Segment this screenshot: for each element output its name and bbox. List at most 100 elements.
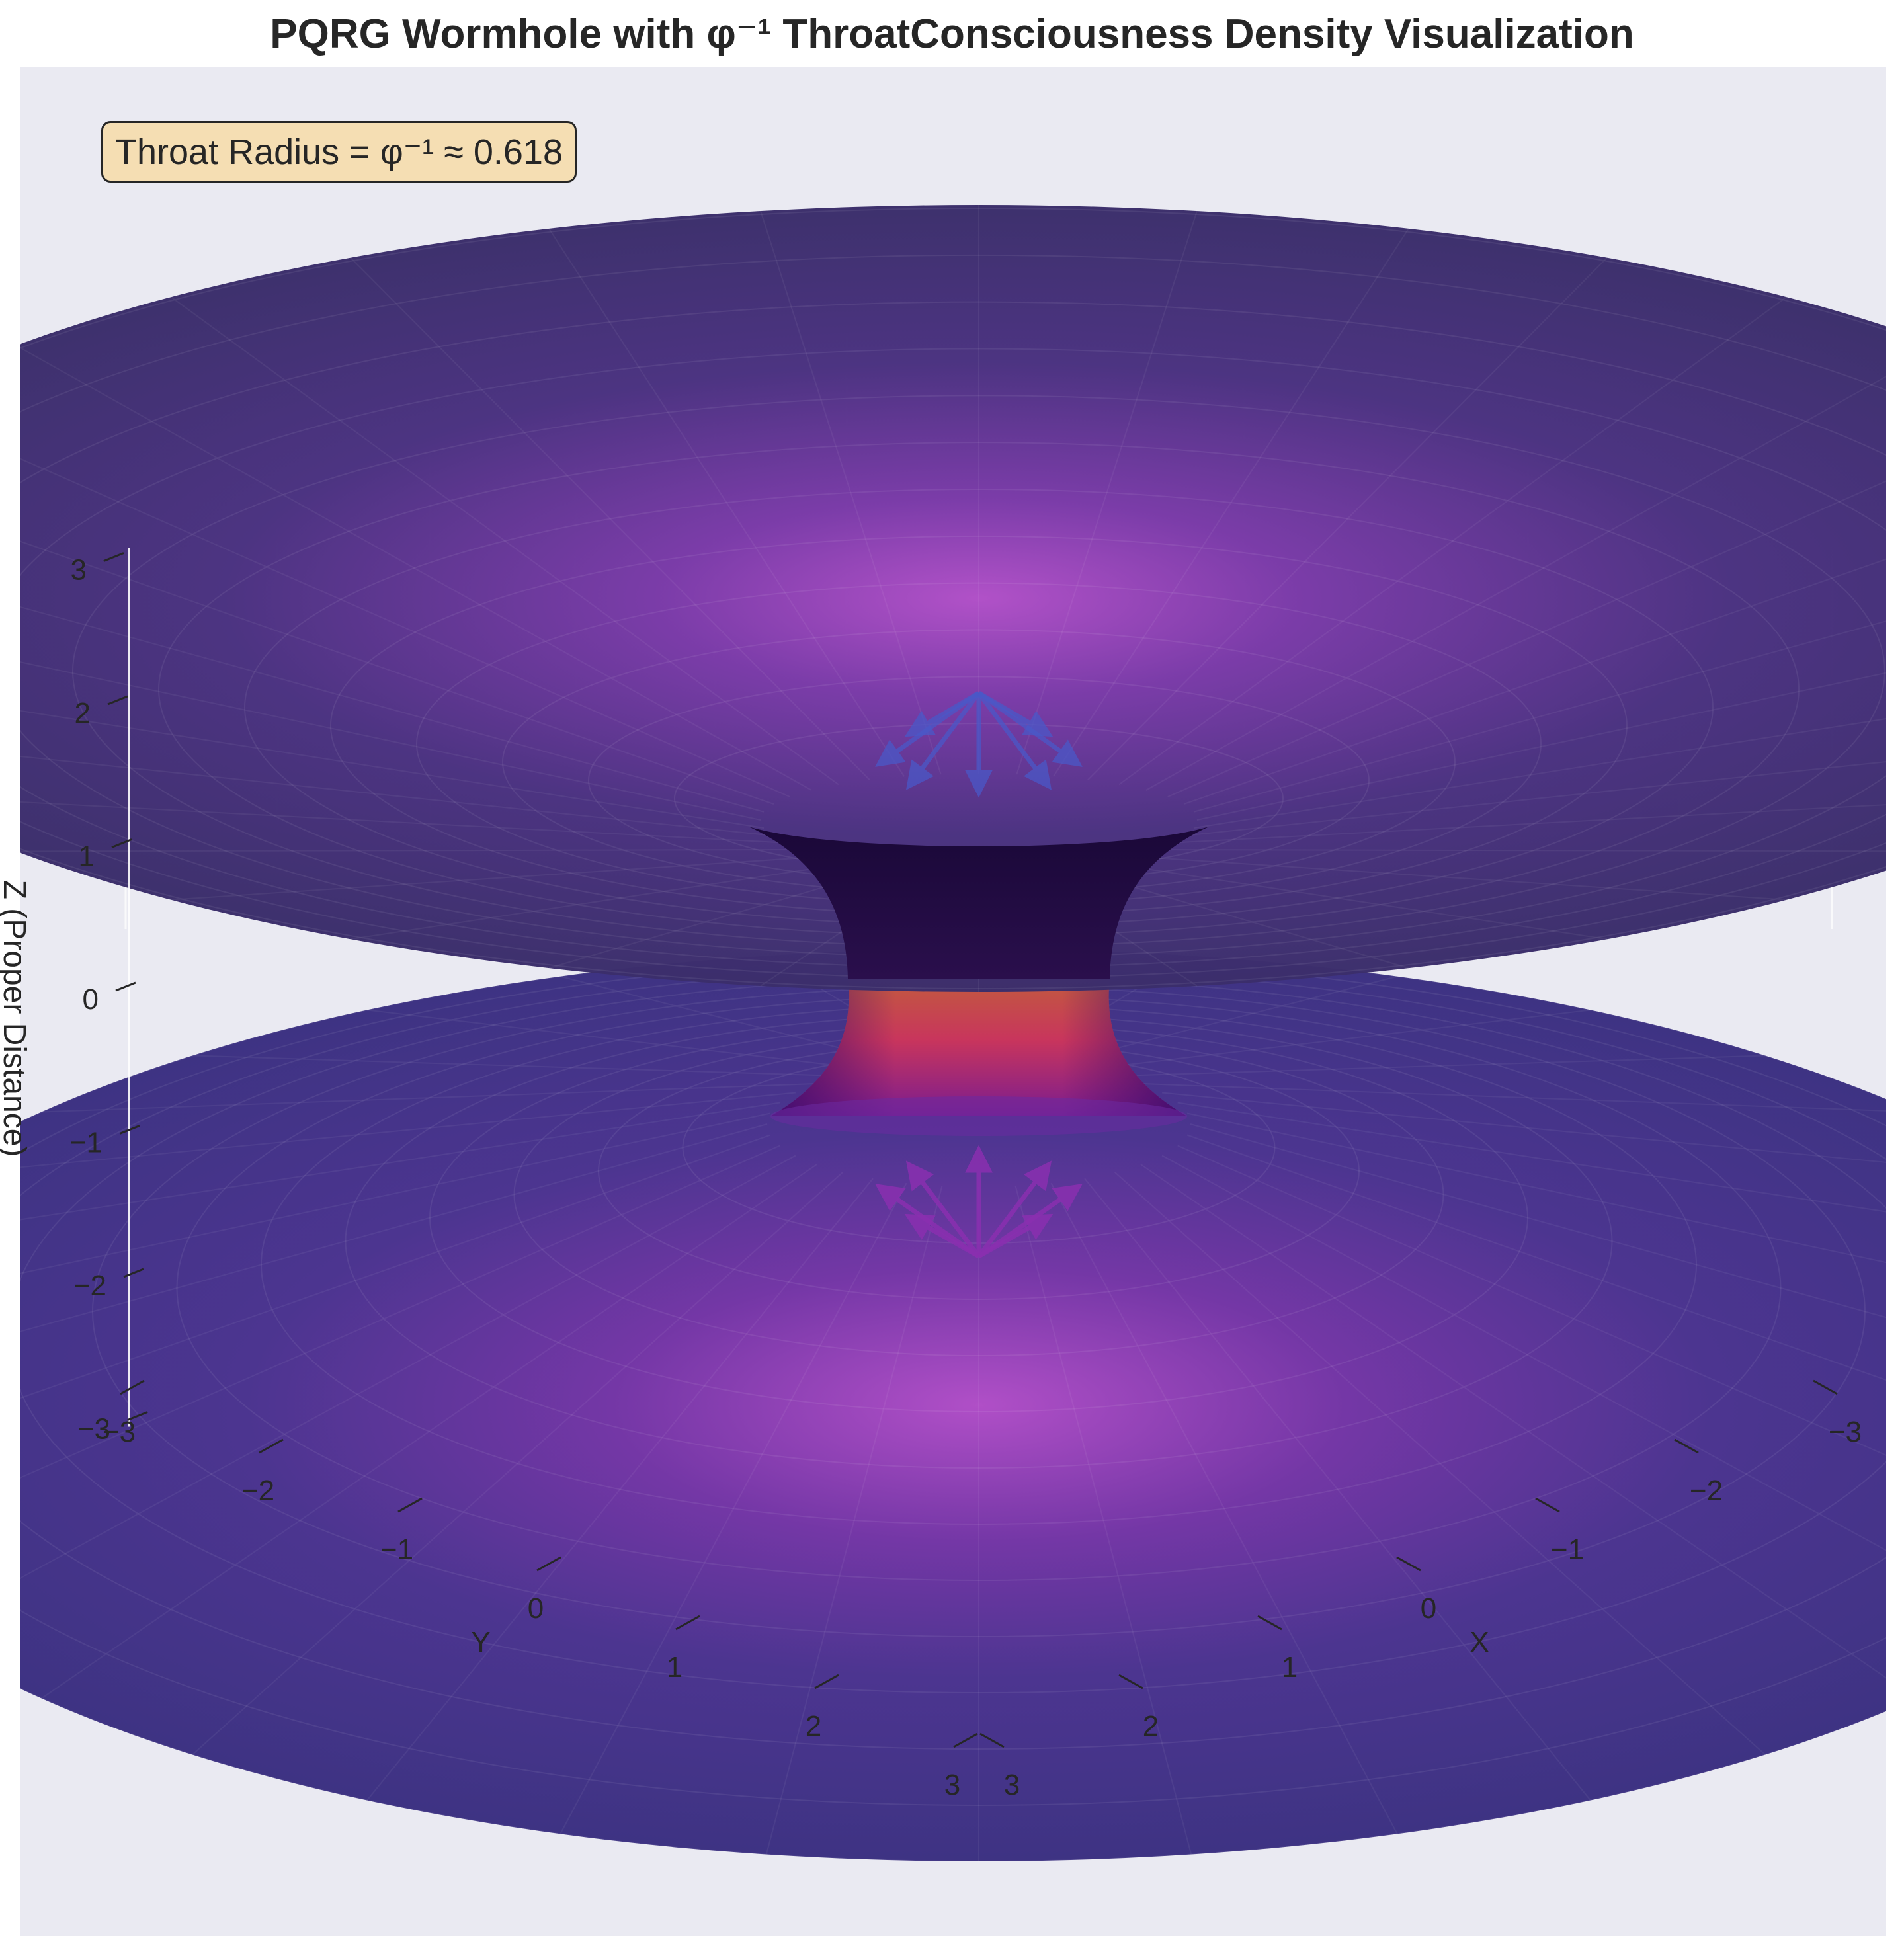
flow-arrow xyxy=(905,691,981,790)
mesh-spoke xyxy=(1193,620,1886,813)
x-tick xyxy=(1257,1615,1282,1631)
mesh-spoke xyxy=(350,257,870,781)
mesh-spoke xyxy=(41,1082,817,1113)
y-tick xyxy=(953,1732,978,1748)
mesh-spoke xyxy=(20,1145,780,1479)
x-tick xyxy=(979,1732,1005,1748)
y-tick-label: 0 xyxy=(528,1592,544,1625)
mesh-spoke xyxy=(20,848,812,852)
flow-arrow xyxy=(904,690,980,737)
mesh-spoke xyxy=(350,859,870,940)
flow-arrow xyxy=(977,1160,1052,1258)
flow-arrow xyxy=(977,1213,1054,1259)
mesh-spoke xyxy=(1145,848,1886,852)
x-tick-label: −1 xyxy=(1551,1533,1584,1566)
mesh-spoke xyxy=(20,661,761,821)
y-tick xyxy=(259,1438,284,1454)
x-tick xyxy=(1396,1556,1421,1572)
x-tick-label: 0 xyxy=(1421,1592,1436,1625)
chart-title: PQRG Wormhole with φ⁻¹ ThroatConsciousne… xyxy=(270,11,1634,57)
flow-arrow xyxy=(904,1213,980,1259)
mesh-spoke xyxy=(192,1055,843,1077)
mesh-spoke xyxy=(1084,1009,1591,1071)
z-tick-label: 1 xyxy=(79,840,95,873)
x-tick-label: 2 xyxy=(1143,1710,1159,1742)
y-tick xyxy=(397,1497,423,1513)
mesh-spoke xyxy=(20,755,774,836)
mesh-spoke xyxy=(171,854,839,901)
mesh-spoke xyxy=(1190,1123,1886,1319)
throat-lower-rim xyxy=(770,1096,1187,1136)
y-tick-label: 1 xyxy=(667,1651,683,1684)
x-axis-label: X xyxy=(1469,1626,1489,1658)
mesh-spoke xyxy=(171,296,839,786)
mesh-spoke xyxy=(366,1009,874,1071)
mesh-spoke xyxy=(1177,1102,1886,1213)
flow-arrow xyxy=(905,1160,981,1258)
x-tick-label: −2 xyxy=(1690,1475,1723,1507)
x-tick-label: 1 xyxy=(1282,1651,1298,1684)
mesh-spoke xyxy=(1183,558,1886,805)
z-tick xyxy=(103,552,124,562)
mesh-spoke xyxy=(1177,1145,1886,1456)
z-tick xyxy=(119,1125,140,1135)
mesh-spoke xyxy=(1141,1082,1886,1112)
mesh-spoke xyxy=(1196,672,1886,821)
y-tick-label: −1 xyxy=(380,1533,413,1566)
z-tick xyxy=(107,695,128,706)
z-tick-label: 3 xyxy=(71,554,87,587)
mesh-spoke xyxy=(1118,296,1787,786)
mesh-spoke xyxy=(20,801,790,844)
mesh-spoke xyxy=(1053,228,1409,777)
mesh-spoke xyxy=(20,710,765,829)
mesh-spoke xyxy=(20,1102,780,1221)
mesh-spoke xyxy=(366,1178,874,1801)
y-tick-label: 3 xyxy=(944,1769,960,1801)
mesh-spoke xyxy=(20,1123,768,1332)
y-axis: −3 −2 −1 0 1 2 3 xyxy=(103,1379,978,1801)
mesh-spoke xyxy=(1087,859,1608,940)
mesh-spoke xyxy=(41,1164,817,1699)
lower-mouth-surface xyxy=(20,949,1886,1861)
mesh-spoke xyxy=(1087,257,1608,781)
throat-upper-half xyxy=(749,827,1209,979)
flow-arrow xyxy=(977,691,1052,790)
y-tick xyxy=(536,1556,561,1572)
mesh-spoke xyxy=(1183,761,1886,836)
mesh-spoke xyxy=(1050,1182,1398,1834)
y-tick xyxy=(675,1615,700,1631)
z-tick xyxy=(127,1411,148,1421)
y-tick xyxy=(814,1674,839,1689)
x-tick xyxy=(1535,1497,1560,1513)
y-tick-label: −2 xyxy=(241,1475,274,1507)
x-tick xyxy=(1118,1674,1143,1689)
z-tick-label: −2 xyxy=(73,1270,106,1302)
x-axis: −3 −2 −1 0 1 2 3 xyxy=(979,1379,1862,1801)
z-tick-label: −3 xyxy=(77,1413,110,1445)
mesh-spoke xyxy=(20,1134,771,1399)
mesh-spoke xyxy=(548,228,905,777)
mesh-spoke xyxy=(1114,1055,1766,1077)
z-tick-label: 2 xyxy=(75,697,91,729)
mesh-spoke xyxy=(1161,1155,1886,1551)
mesh-spoke xyxy=(20,458,790,797)
z-axis: −3 −2 −1 0 1 2 3 xyxy=(69,548,148,1445)
mesh-spoke xyxy=(20,540,774,805)
mesh-spoke xyxy=(20,346,812,791)
mesh-spoke xyxy=(1084,1178,1591,1801)
mesh-spoke xyxy=(559,1182,907,1834)
mesh-spoke xyxy=(192,1172,843,1756)
mesh-spoke xyxy=(20,1092,796,1168)
mesh-spoke xyxy=(1140,1164,1886,1679)
mesh-spoke xyxy=(1167,804,1886,844)
x-tick-label: −3 xyxy=(1829,1416,1862,1448)
mesh-ring xyxy=(20,208,1886,989)
mesh-spoke xyxy=(1145,376,1886,791)
mesh-spoke xyxy=(1186,1112,1886,1264)
mesh-spoke xyxy=(1193,718,1886,829)
mesh-spoke xyxy=(1119,854,1787,901)
mesh-spoke xyxy=(760,210,942,775)
y-tick-label: 2 xyxy=(806,1710,821,1742)
